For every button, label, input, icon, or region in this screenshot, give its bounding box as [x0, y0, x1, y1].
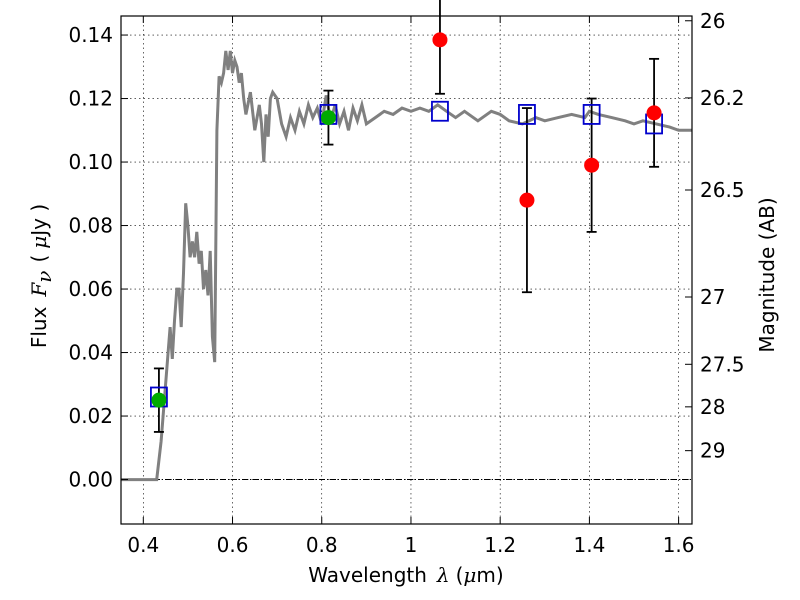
- x-tick-label: 1: [405, 533, 418, 557]
- y-tick-label: 0.14: [68, 23, 113, 47]
- circle-marker: [432, 32, 448, 48]
- plot-frame: [120, 15, 693, 525]
- x-tick-label: 1.2: [484, 533, 516, 557]
- axis-ticks: [121, 16, 692, 524]
- circle-marker: [584, 157, 600, 173]
- y-axis-label: FluxFν(μJy ): [27, 204, 56, 348]
- sed-model-line: [121, 50, 692, 482]
- circle-marker: [646, 105, 662, 121]
- y2-tick-label: 26.2: [700, 86, 745, 110]
- y2-tick-label: 27.5: [700, 352, 745, 376]
- x-tick-label: 0.6: [217, 533, 249, 557]
- y2-axis-label: Magnitude (AB): [755, 197, 779, 352]
- square-marker: [582, 104, 601, 125]
- y-tick-label: 0.00: [68, 468, 113, 492]
- x-axis-label: Wavelength λ (μm): [308, 563, 503, 587]
- y-tick-label: 0.10: [68, 150, 113, 174]
- x-tick-label: 0.8: [306, 533, 338, 557]
- y-tick-label: 0.12: [68, 87, 113, 111]
- square-marker: [518, 104, 536, 125]
- x-tick-label: 1.4: [573, 533, 605, 557]
- data-markers: [150, 32, 663, 408]
- y2-tick-labels: 26 26.2 26.5 27 27.5 28 29: [700, 9, 745, 463]
- square-marker: [431, 100, 449, 122]
- x-tick-label: 1.6: [663, 533, 695, 557]
- y-tick-label: 0.08: [68, 214, 113, 238]
- y2-tick-label: 26.5: [700, 178, 745, 202]
- circle-marker: [151, 392, 167, 408]
- x-tick-label: 0.4: [127, 533, 159, 557]
- y2-tick-label: 26: [700, 9, 725, 33]
- circle-marker: [519, 192, 535, 208]
- y-tick-label: 0.06: [68, 277, 113, 301]
- circle-marker: [320, 110, 336, 126]
- y-tick-labels: 0.00 0.02 0.04 0.06 0.08 0.10 0.12 0.14: [68, 23, 113, 492]
- y2-tick-label: 29: [700, 439, 725, 463]
- y2-tick-label: 28: [700, 395, 725, 419]
- y2-tick-label: 27: [700, 285, 725, 309]
- y-tick-label: 0.02: [68, 404, 113, 428]
- y-tick-label: 0.04: [68, 341, 113, 365]
- x-tick-labels: 0.4 0.6 0.8 1 1.2 1.4 1.6: [127, 533, 694, 557]
